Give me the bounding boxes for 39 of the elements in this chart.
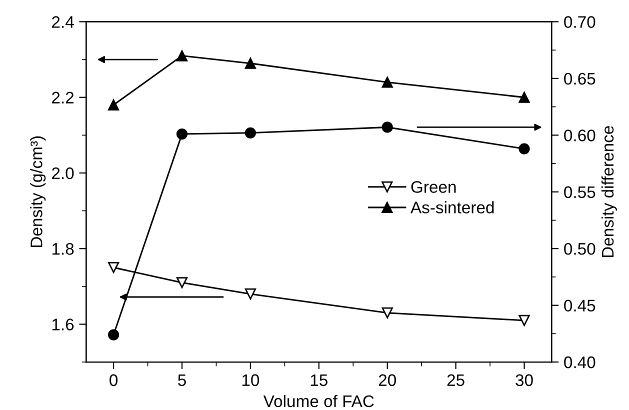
y2-tick-label: 0.55 (564, 186, 596, 198)
x-tick-label: 30 (516, 374, 533, 386)
legend-label: As-sintered (410, 201, 494, 214)
x-tick-label: 15 (310, 374, 328, 386)
point (382, 122, 393, 133)
point (108, 262, 120, 274)
y2-tick-label: 0.45 (564, 300, 596, 312)
point (244, 58, 256, 69)
x-tick-label: 0 (110, 374, 118, 386)
point (108, 99, 120, 110)
y-tick-label: 1.8 (52, 243, 74, 255)
point (382, 76, 393, 88)
point (382, 307, 393, 318)
point (108, 329, 120, 340)
y-tick-label: 2.0 (52, 167, 74, 180)
y2-tick-label: 0.70 (564, 16, 596, 28)
y2-tick-label: 0.65 (564, 72, 596, 85)
y2-tick-label: 0.50 (564, 243, 596, 255)
point (176, 277, 188, 288)
x-tick-label: 25 (447, 374, 464, 386)
x-tick-label: 20 (378, 374, 396, 386)
x-tick-label: 5 (178, 374, 186, 386)
point (244, 288, 256, 300)
y2-axis-title: Density difference (601, 126, 617, 258)
point (244, 127, 256, 138)
y2-tick-label: 0.40 (564, 356, 596, 368)
point (176, 128, 188, 140)
y-tick-label: 1.6 (52, 318, 74, 330)
point (518, 92, 530, 103)
x-tick-label: 10 (242, 374, 260, 386)
point (518, 143, 530, 154)
y-tick-label: 2.2 (52, 92, 74, 104)
y2-tick-label: 0.60 (564, 130, 596, 142)
point (518, 314, 530, 326)
y-axis-title: Density (g/cm³) (30, 136, 46, 247)
y-tick-label: 2.4 (52, 16, 74, 28)
legend-label: Green (411, 181, 456, 193)
point (176, 50, 188, 62)
x-axis-title: Volume of FAC (263, 394, 374, 408)
